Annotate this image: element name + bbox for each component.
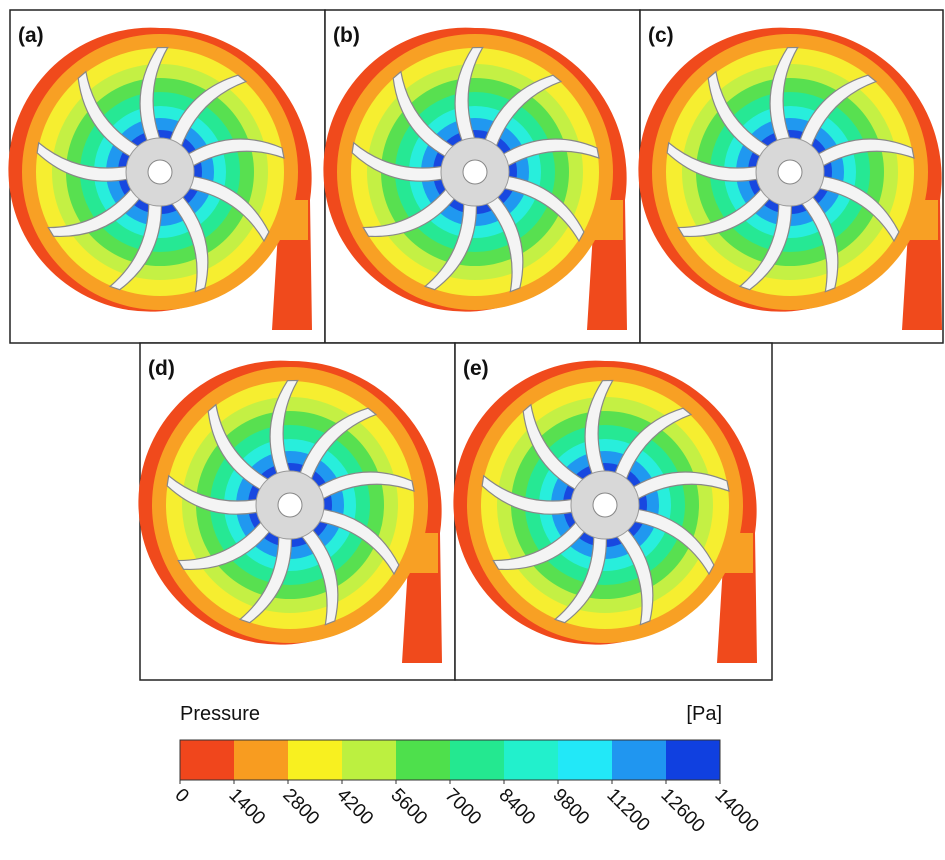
tick-label: 8400 [494, 785, 539, 830]
tick-label: 4200 [332, 785, 377, 830]
tick-label: 9800 [548, 785, 593, 830]
colorbar-unit: [Pa] [686, 703, 722, 725]
panel-label: (d) [148, 357, 175, 380]
tick-label: 0 [170, 785, 192, 807]
panel: (b) [323, 9, 641, 344]
colorbar-segment [396, 740, 450, 780]
colorbar-segment [234, 740, 288, 780]
colorbar-segment [504, 740, 558, 780]
panel-label: (a) [18, 24, 44, 47]
colorbar-segment [666, 740, 720, 780]
panel: (e) [453, 342, 773, 681]
panel-label: (c) [648, 24, 674, 47]
panel-label: (b) [333, 24, 360, 47]
tick-label: 12600 [656, 785, 708, 837]
colorbar-segment [288, 740, 342, 780]
tick-label: 14000 [710, 785, 762, 837]
tick-label: 7000 [440, 785, 485, 830]
colorbar-segment [558, 740, 612, 780]
panel: (d) [138, 342, 456, 681]
tick-label: 5600 [386, 785, 431, 830]
panel: (a) [8, 9, 326, 344]
tick-label: 2800 [278, 785, 323, 830]
tick-label: 11200 [602, 785, 653, 836]
colorbar-segment [342, 740, 396, 780]
panel: (c) [638, 9, 944, 344]
tick-label: 1400 [224, 785, 269, 830]
panel-label: (e) [463, 357, 489, 380]
colorbar-segment [612, 740, 666, 780]
colorbar-title: Pressure [180, 703, 260, 725]
colorbar-segment [450, 740, 504, 780]
colorbar-segment [180, 740, 234, 780]
